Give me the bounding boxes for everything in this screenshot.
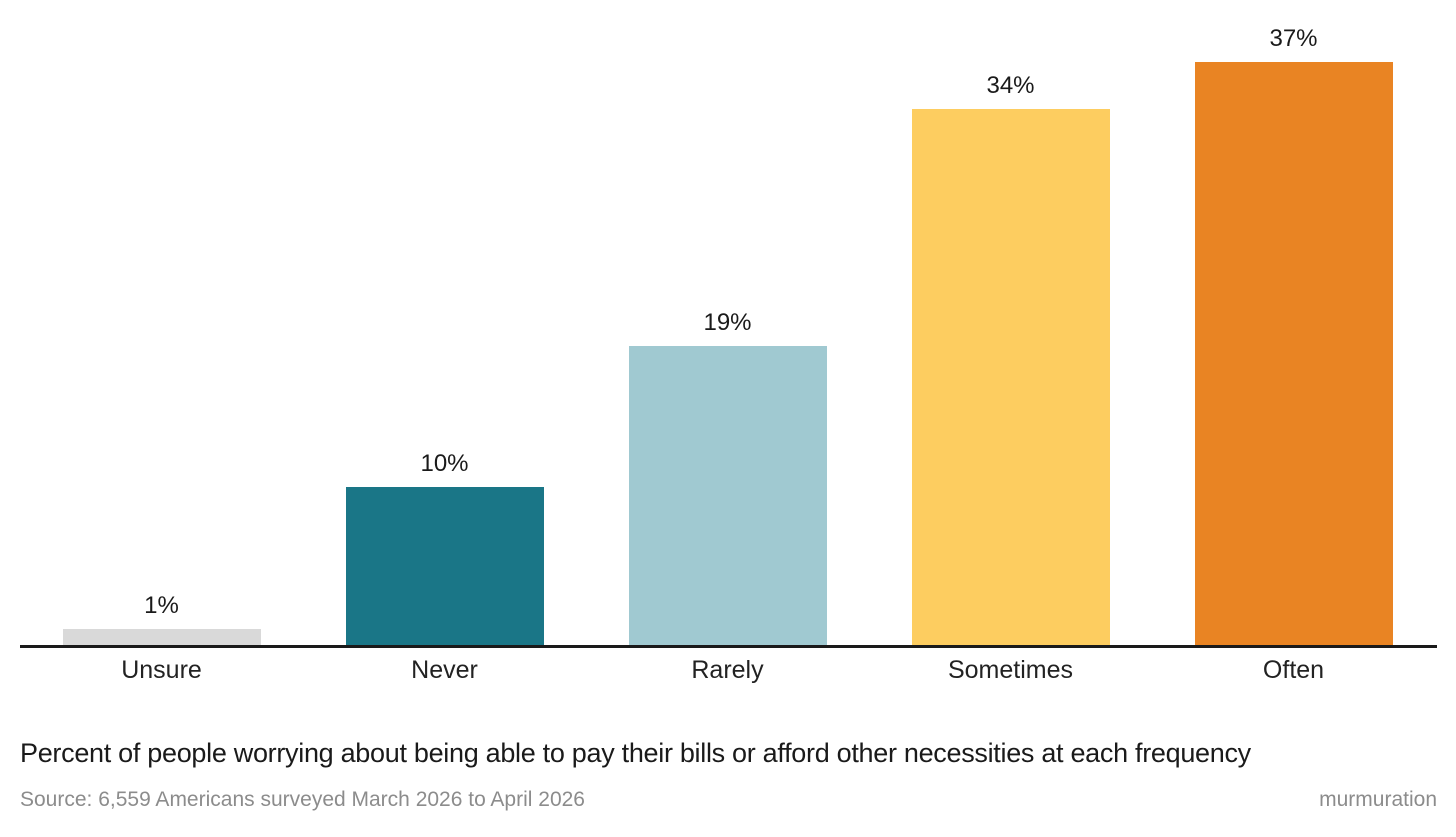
x-tick-label-never: Never	[411, 656, 478, 684]
source-note: Source: 6,559 Americans surveyed March 2…	[20, 788, 585, 811]
bar-value-label-unsure: 1%	[144, 592, 179, 619]
bar-value-label-rarely: 19%	[703, 309, 752, 336]
x-tick-label-often: Often	[1262, 656, 1325, 684]
brand-mark: murmuration	[1319, 788, 1437, 811]
bar-often	[1194, 62, 1393, 645]
x-tick-label-unsure: Unsure	[121, 656, 202, 684]
x-tick-label-rarely: Rarely	[691, 656, 764, 684]
bar-rarely	[628, 346, 827, 645]
x-axis-line	[20, 645, 1437, 648]
bar-value-label-often: 37%	[1269, 25, 1318, 52]
bar-value-label-never: 10%	[420, 450, 469, 477]
bar-sometimes	[911, 109, 1110, 645]
bar-value-label-sometimes: 34%	[986, 72, 1035, 99]
x-tick-label-sometimes: Sometimes	[947, 656, 1074, 684]
bar-unsure	[62, 629, 261, 645]
chart-plot-area: 1% 10% 19% 34% 37% Unsure Never Rarely Sometime…	[20, 0, 1437, 684]
bar-never	[345, 487, 544, 645]
chart-title: Percent of people worrying about being a…	[20, 738, 1251, 768]
